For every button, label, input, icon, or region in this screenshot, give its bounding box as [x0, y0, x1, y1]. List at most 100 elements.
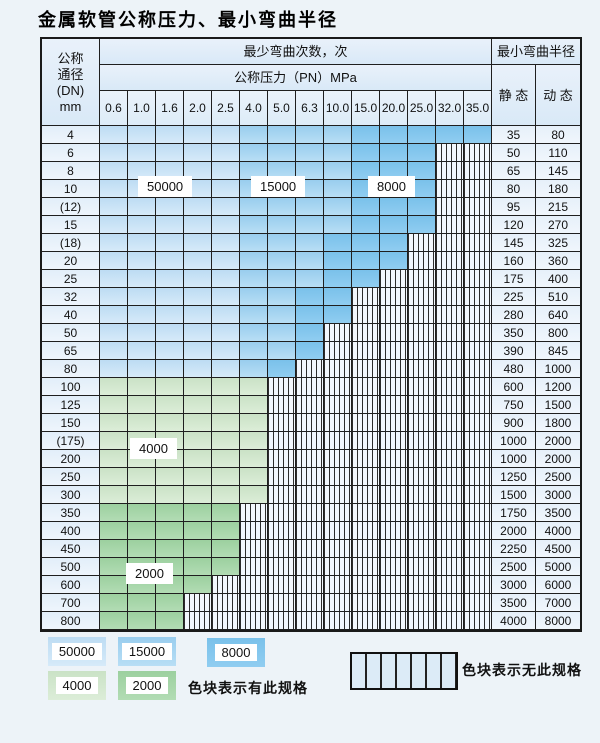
spec-cell-4000	[212, 486, 240, 504]
spec-cell-none	[380, 504, 408, 522]
spec-cell-50000	[184, 324, 212, 342]
spec-cell-2000	[156, 504, 184, 522]
legend-swatch-4000: 4000	[48, 671, 106, 700]
spec-cell-none	[268, 396, 296, 414]
spec-cell-4000	[240, 432, 268, 450]
dn-label: (18)	[42, 234, 100, 252]
dn-label: 8	[42, 162, 100, 180]
page-title: 金属软管公称压力、最小弯曲半径	[38, 10, 338, 30]
spec-cell-50000	[184, 198, 212, 216]
spec-cell-15000	[240, 144, 268, 162]
dn-label: 15	[42, 216, 100, 234]
spec-cell-none	[436, 486, 464, 504]
spec-cell-2000	[184, 504, 212, 522]
spec-cell-8000	[296, 306, 324, 324]
spec-cell-15000	[324, 216, 352, 234]
spec-cell-4000	[212, 432, 240, 450]
spec-cell-none	[352, 468, 380, 486]
dynamic-radius-value: 2000	[536, 432, 580, 450]
spec-cell-none	[408, 522, 436, 540]
spec-cell-none	[464, 594, 492, 612]
spec-cell-none	[380, 486, 408, 504]
spec-cell-15000	[240, 270, 268, 288]
spec-cell-8000	[380, 234, 408, 252]
spec-cell-50000	[156, 216, 184, 234]
dn-label: 125	[42, 396, 100, 414]
spec-cell-50000	[100, 234, 128, 252]
spec-cell-none	[436, 504, 464, 522]
spec-cell-none	[436, 216, 464, 234]
spec-cell-none	[268, 414, 296, 432]
spec-cell-none	[352, 360, 380, 378]
static-radius-value: 65	[492, 162, 536, 180]
spec-cell-50000	[156, 126, 184, 144]
no-spec-swatch	[350, 652, 458, 690]
dn-label: 32	[42, 288, 100, 306]
spec-cell-none	[268, 594, 296, 612]
spec-cell-50000	[212, 216, 240, 234]
spec-cell-4000	[156, 414, 184, 432]
spec-cell-none	[184, 594, 212, 612]
spec-cell-8000	[408, 216, 436, 234]
spec-cell-8000	[352, 198, 380, 216]
spec-cell-none	[464, 342, 492, 360]
spec-cell-none	[408, 360, 436, 378]
spec-cell-15000	[324, 198, 352, 216]
spec-cell-none	[408, 234, 436, 252]
spec-cell-none	[436, 594, 464, 612]
spec-cell-none	[296, 378, 324, 396]
spec-cell-2000	[212, 540, 240, 558]
spec-cell-4000	[184, 450, 212, 468]
spec-cell-none	[464, 378, 492, 396]
spec-cell-none	[436, 522, 464, 540]
spec-cell-none	[464, 522, 492, 540]
spec-cell-4000	[156, 396, 184, 414]
spec-cell-4000	[128, 378, 156, 396]
spec-cell-none	[268, 432, 296, 450]
spec-cell-15000	[268, 198, 296, 216]
spec-cell-15000	[296, 144, 324, 162]
spec-cell-none	[408, 432, 436, 450]
spec-cell-none	[324, 468, 352, 486]
static-radius-value: 1000	[492, 432, 536, 450]
dn-label: 200	[42, 450, 100, 468]
spec-cell-8000	[436, 126, 464, 144]
spec-cell-50000	[212, 288, 240, 306]
dn-label: 250	[42, 468, 100, 486]
spec-cell-none	[296, 612, 324, 630]
dn-label: 65	[42, 342, 100, 360]
spec-cell-50000	[100, 360, 128, 378]
spec-cell-4000	[128, 468, 156, 486]
spec-cell-50000	[100, 144, 128, 162]
spec-cell-none	[436, 612, 464, 630]
spec-cell-15000	[240, 288, 268, 306]
spec-cell-none	[268, 450, 296, 468]
spec-cell-none	[464, 468, 492, 486]
legend-swatch-label: 2000	[125, 677, 169, 694]
pressure-tick: 32.0	[436, 91, 464, 126]
spec-cell-50000	[100, 216, 128, 234]
spec-cell-50000	[156, 342, 184, 360]
spec-cell-none	[352, 396, 380, 414]
spec-cell-none	[380, 396, 408, 414]
spec-cell-2000	[184, 522, 212, 540]
spec-cell-8000	[380, 144, 408, 162]
dn-header-line: 通径	[57, 66, 84, 82]
spec-cell-50000	[128, 252, 156, 270]
spec-cell-none	[464, 270, 492, 288]
spec-cell-none	[380, 540, 408, 558]
spec-cell-none	[436, 198, 464, 216]
spec-cell-none	[380, 432, 408, 450]
static-radius-value: 4000	[492, 612, 536, 630]
pressure-tick: 0.6	[100, 91, 128, 126]
spec-cell-none	[464, 144, 492, 162]
spec-cell-15000	[324, 126, 352, 144]
spec-cell-50000	[156, 198, 184, 216]
static-radius-value: 3000	[492, 576, 536, 594]
dn-label: 350	[42, 504, 100, 522]
dynamic-radius-value: 80	[536, 126, 580, 144]
spec-cell-none	[268, 486, 296, 504]
spec-cell-8000	[380, 216, 408, 234]
dynamic-radius-value: 2500	[536, 468, 580, 486]
spec-cell-4000	[128, 486, 156, 504]
